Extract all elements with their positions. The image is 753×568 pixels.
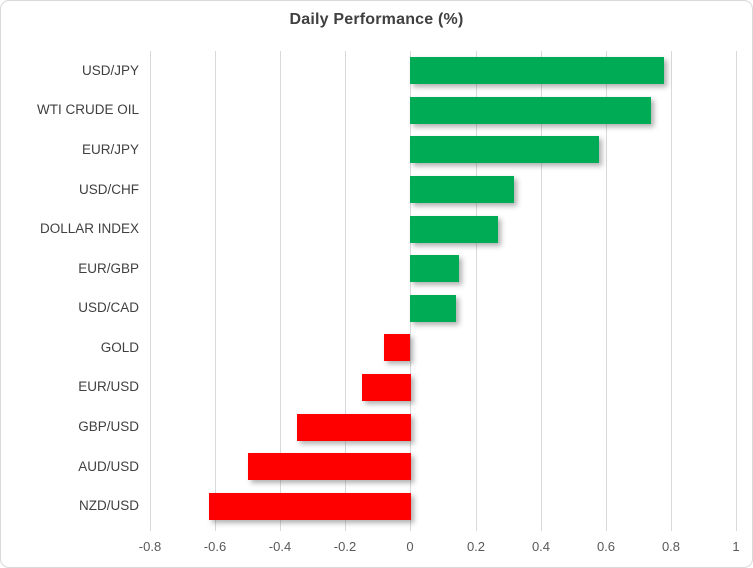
- gridline-x-0.8: [671, 51, 672, 531]
- bar-eur-usd: [362, 374, 411, 401]
- category-label-eur-usd: EUR/USD: [78, 379, 139, 394]
- category-label-dollar-index: DOLLAR INDEX: [39, 221, 139, 236]
- x-axis-tick-label: 0.2: [466, 539, 486, 554]
- category-label-eur-gbp: EUR/GBP: [78, 261, 139, 276]
- bar-dollar-index: [410, 216, 498, 243]
- x-axis-tick-label: -0.8: [138, 539, 162, 554]
- gridline-x-0.6: [606, 51, 607, 531]
- gridline-x--0.6: [215, 51, 216, 531]
- category-label-gold: GOLD: [100, 340, 139, 355]
- x-axis-tick-label: 0.6: [596, 539, 616, 554]
- bar-usd-jpy: [410, 57, 664, 84]
- bar-eur-gbp: [410, 255, 459, 282]
- chart-title: Daily Performance (%): [289, 11, 464, 28]
- gridline-x--0.4: [280, 51, 281, 531]
- bar-usd-cad: [410, 295, 456, 322]
- bar-aud-usd: [248, 453, 411, 480]
- x-axis-tick-label: 1: [732, 539, 740, 554]
- category-label-usd-chf: USD/CHF: [79, 182, 139, 197]
- x-axis-tick-label: -0.6: [203, 539, 227, 554]
- gridline-x--0.2: [345, 51, 346, 531]
- bar-gbp-usd: [297, 414, 411, 441]
- category-label-usd-cad: USD/CAD: [78, 300, 139, 315]
- gridline-x-1: [736, 51, 737, 531]
- bar-eur-jpy: [410, 136, 599, 163]
- bar-wti-crude-oil: [410, 97, 651, 124]
- bar-nzd-usd: [209, 493, 411, 520]
- category-label-usd-jpy: USD/JPY: [81, 63, 139, 78]
- gridline-x-0.2: [476, 51, 477, 531]
- gridline-x-0.4: [541, 51, 542, 531]
- category-label-eur-jpy: EUR/JPY: [81, 142, 139, 157]
- bar-usd-chf: [410, 176, 514, 203]
- x-axis-tick-label: -0.4: [268, 539, 292, 554]
- category-label-nzd-usd: NZD/USD: [79, 498, 139, 513]
- x-axis-tick-label: 0.4: [531, 539, 551, 554]
- bar-gold: [384, 334, 410, 361]
- category-label-gbp-usd: GBP/USD: [78, 419, 139, 434]
- x-axis-tick-label: -0.2: [333, 539, 357, 554]
- x-axis-tick-label: 0: [406, 539, 414, 554]
- x-axis-tick-label: 0.8: [661, 539, 681, 554]
- category-label-wti-crude-oil: WTI CRUDE OIL: [36, 102, 139, 117]
- gridline-x-0: [410, 51, 411, 531]
- category-label-aud-usd: AUD/USD: [78, 459, 139, 474]
- gridline-x--0.8: [150, 51, 151, 531]
